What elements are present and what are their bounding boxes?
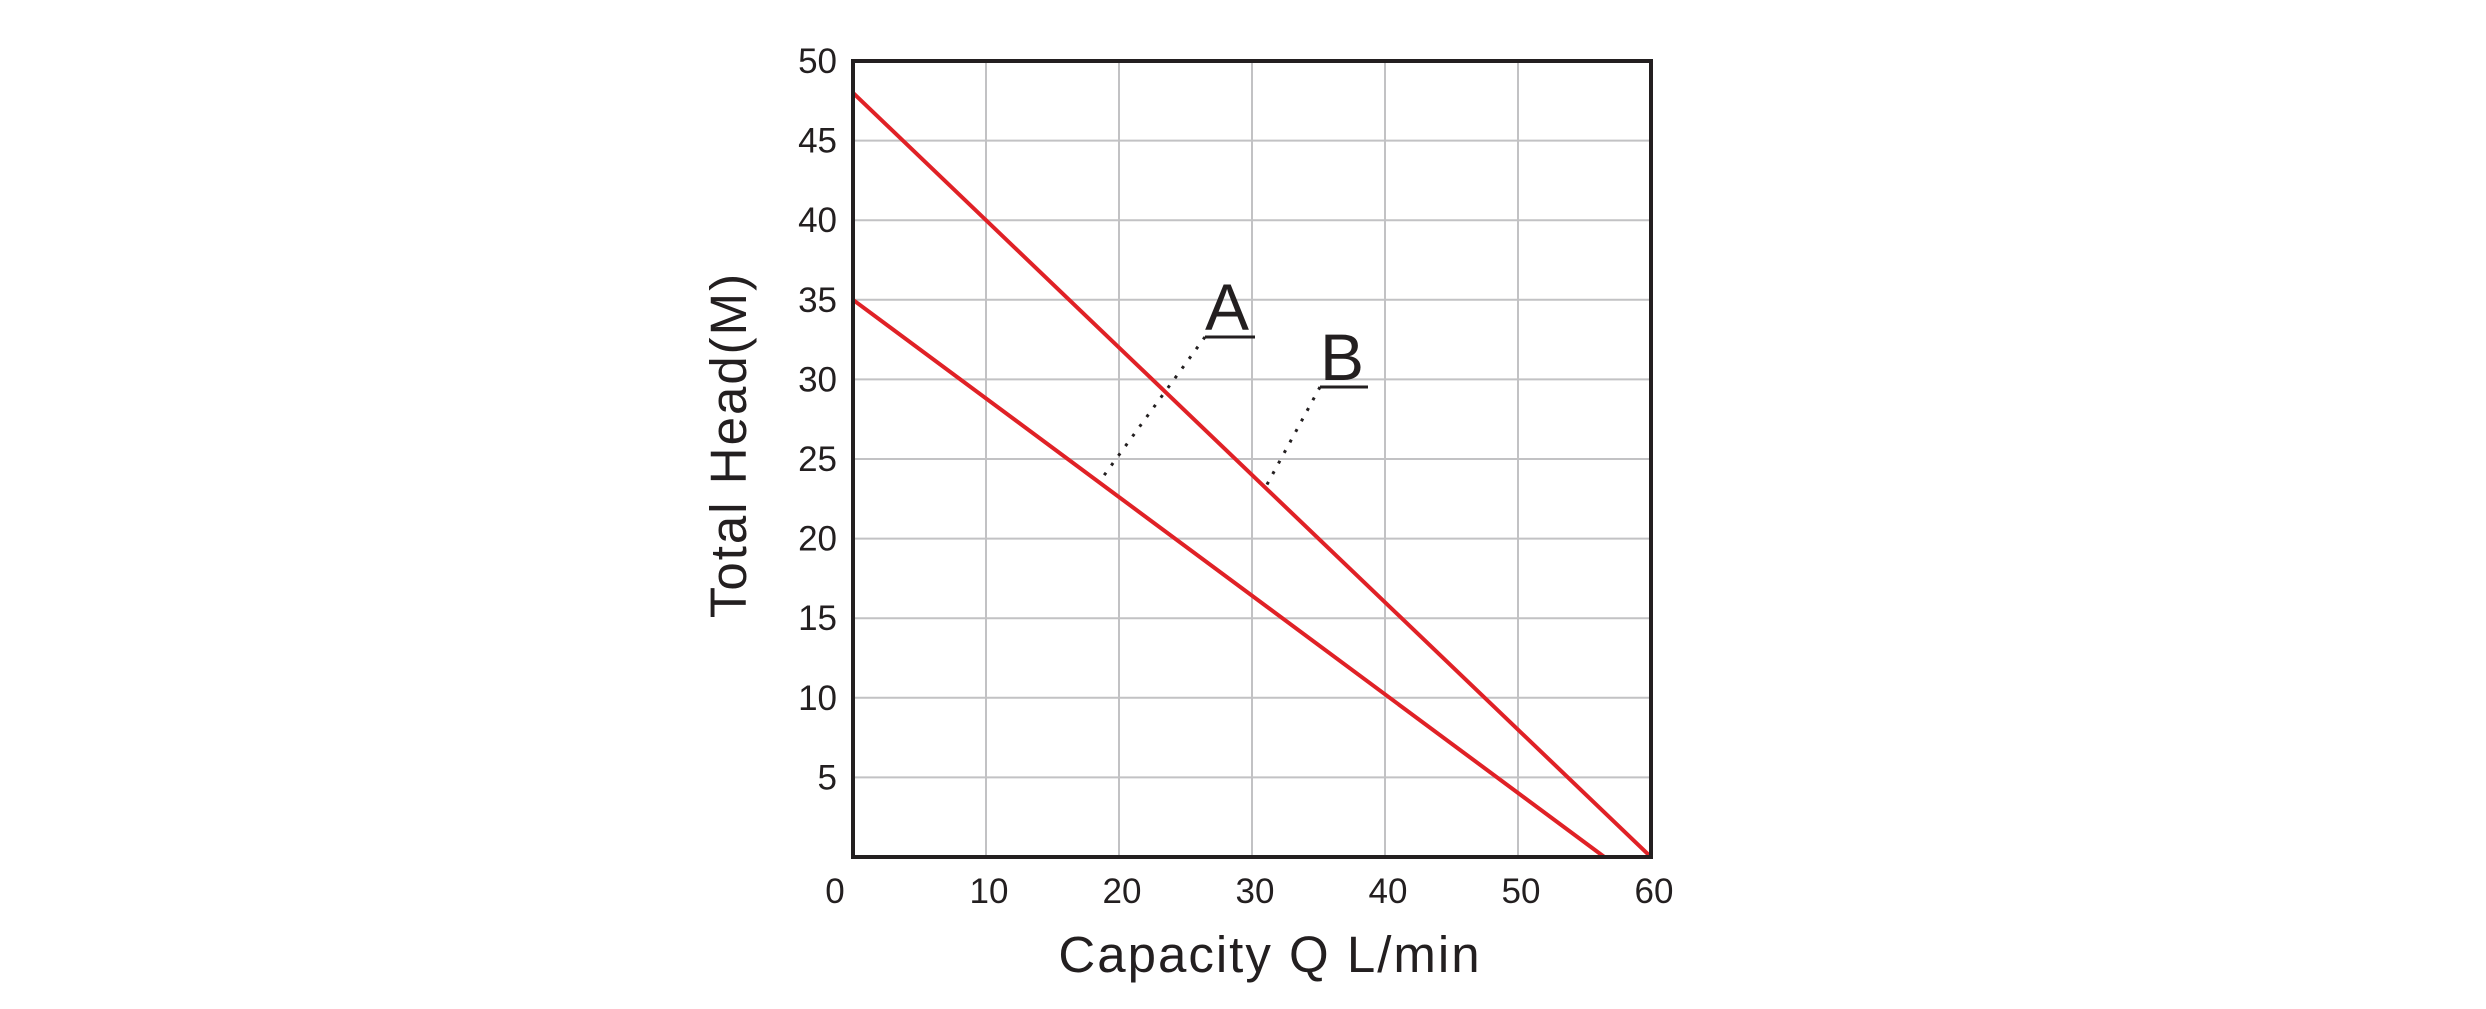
x-tick-label: 10 [970,872,1009,911]
y-tick-label: 35 [798,281,837,320]
x-tick-label: 0 [825,872,844,911]
y-tick-label: 20 [798,520,837,559]
y-tick-labels: 5 10 15 20 25 30 35 40 45 50 [798,42,837,797]
series-label-a: A [1205,270,1249,344]
x-tick-label: 20 [1103,872,1142,911]
grid [852,60,1652,857]
y-tick-label: 5 [818,758,837,797]
y-tick-label: 15 [798,599,837,638]
series-label-b-leader [1263,386,1322,489]
series-lines [851,91,1653,859]
y-tick-label: 25 [798,440,837,479]
y-axis-title: Total Head(M) [700,272,757,618]
series-label-b: B [1320,320,1364,394]
y-tick-label: 30 [798,360,837,399]
x-axis-title: Capacity Q L/min [1058,926,1481,983]
x-tick-label: 40 [1369,872,1408,911]
y-tick-label: 10 [798,679,837,718]
plot-frame [851,59,1653,859]
series-label-a-leader [1097,336,1207,484]
x-tick-label: 50 [1502,872,1541,911]
series-line-a [851,298,1606,859]
x-tick-labels: 0 10 20 30 40 50 60 [825,872,1673,911]
y-tick-label: 50 [798,42,837,81]
x-tick-label: 30 [1236,872,1275,911]
x-tick-label: 60 [1635,872,1674,911]
y-tick-label: 40 [798,201,837,240]
series-line-b [851,91,1653,859]
y-tick-label: 45 [798,122,837,161]
